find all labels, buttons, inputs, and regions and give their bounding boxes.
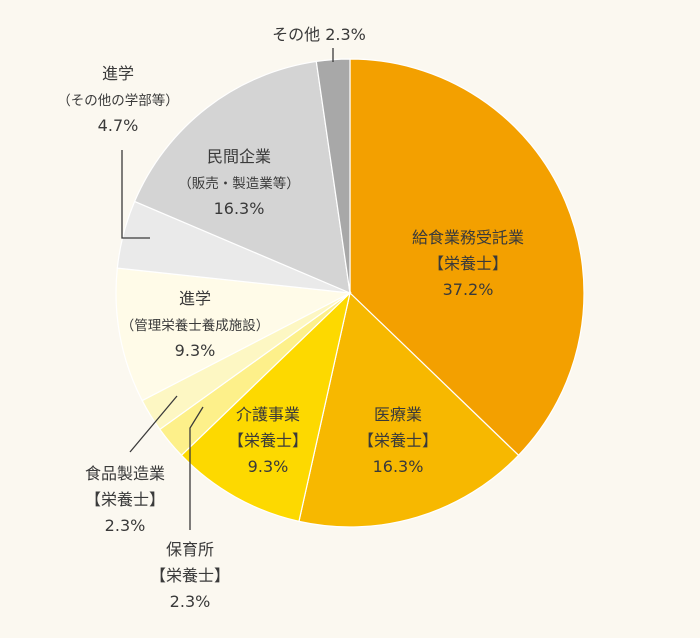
slice-label-minkan-line-2: （販売・製造業等） — [178, 175, 300, 192]
slice-label-shokuhin-line-1: 食品製造業 — [85, 464, 165, 483]
slice-label-kyushoku-line-2: 【栄養士】 — [428, 254, 508, 273]
slice-label-hoikusho-line-2: 【栄養士】 — [150, 566, 230, 585]
slice-label-minkan-line-3: 16.3% — [214, 199, 265, 218]
slice-label-kaigo-line-2: 【栄養士】 — [228, 431, 308, 450]
slice-label-shingaku-sonota-line-3: 4.7% — [98, 116, 139, 135]
slice-label-kaigo-line-1: 介護事業 — [236, 405, 300, 424]
slice-label-hoikusho-line-3: 2.3% — [170, 592, 211, 611]
slice-label-shingaku-kanri-line-3: 9.3% — [175, 341, 216, 360]
slice-label-shingaku-sonota-line-1: 進学 — [102, 64, 134, 83]
slice-label-kyushoku-line-1: 給食業務受託業 — [412, 228, 524, 247]
leader-line-shokuhin — [129, 395, 178, 453]
slice-label-kaigo-line-3: 9.3% — [248, 457, 289, 476]
slice-minkan — [133, 60, 351, 294]
slice-iryo — [298, 291, 520, 528]
slice-label-shokuhin-line-2: 【栄養士】 — [85, 490, 165, 509]
slice-label-iryo-line-3: 16.3% — [373, 457, 424, 476]
slice-label-shokuhin-line-3: 2.3% — [105, 516, 146, 535]
slice-label-minkan-line-1: 民間企業 — [207, 147, 271, 166]
leader-line-hoikusho — [189, 406, 204, 530]
slice-label-iryo-line-2: 【栄養士】 — [358, 431, 438, 450]
slice-label-shingaku-kanri-line-1: 進学 — [179, 289, 211, 308]
slice-kyushoku — [349, 58, 585, 457]
slice-label-kyushoku-line-3: 37.2% — [443, 280, 494, 299]
slice-shingaku-kanri — [115, 267, 353, 402]
leader-line-shingaku-sonota — [121, 150, 150, 239]
slice-label-iryo-line-1: 医療業 — [374, 405, 422, 424]
slice-kaigo — [180, 291, 352, 523]
slice-label-shingaku-kanri-line-2: （管理栄養士養成施設） — [121, 317, 270, 334]
slice-label-hoikusho-line-1: 保育所 — [166, 540, 214, 559]
slice-label-sonota: その他 2.3% — [272, 25, 366, 44]
slice-label-shingaku-sonota-line-2: （その他の学部等） — [57, 92, 179, 109]
